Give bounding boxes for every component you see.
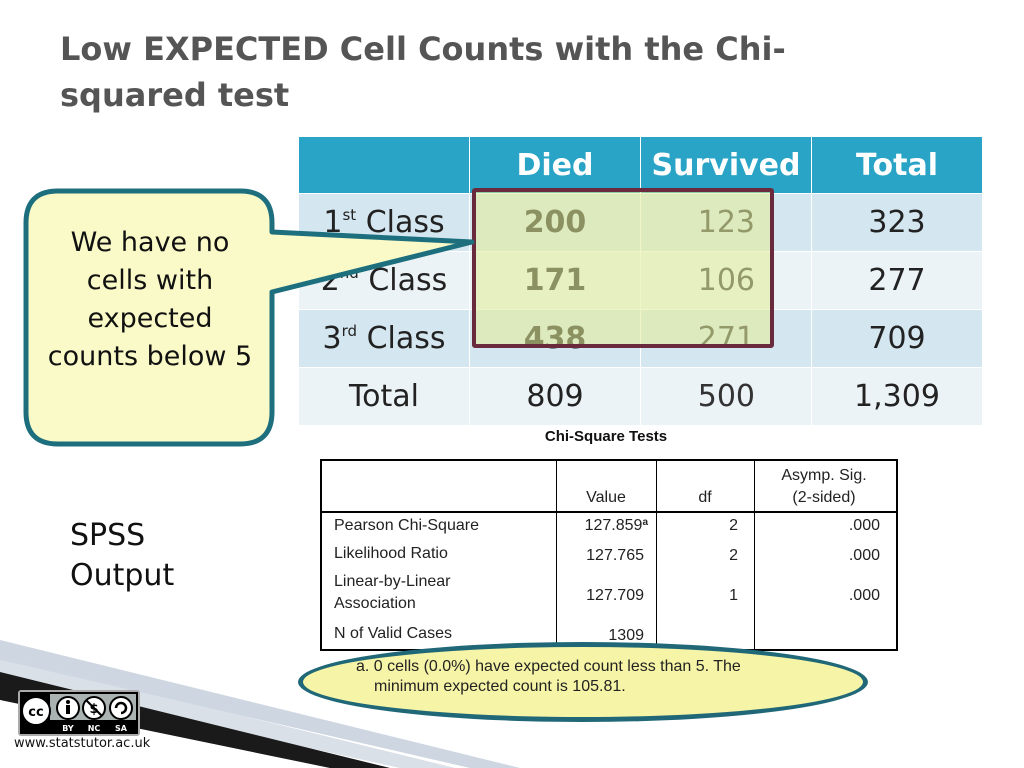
footnote-line: minimum expected count is 105.81.	[374, 678, 626, 695]
creative-commons-badge: cc $ BY NC SA	[18, 690, 140, 736]
footnote-text: a. 0 cells (0.0%) have expected count le…	[356, 657, 826, 697]
column-divider	[556, 461, 557, 649]
column-divider	[754, 461, 755, 649]
test-df: 1	[729, 587, 738, 604]
chi-square-title: Chi-Square Tests	[544, 428, 668, 445]
test-value: 127.709	[586, 587, 644, 604]
test-sig: .000	[848, 547, 880, 564]
footnote-line: a. 0 cells (0.0%) have expected count le…	[356, 658, 741, 675]
df-header: df	[698, 489, 712, 506]
test-value: 127.859a	[584, 517, 648, 534]
total-cell: 709	[811, 309, 983, 368]
chi-square-table: Value df Asymp. Sig. (2-sided) Pearson C…	[320, 459, 898, 651]
footnote-highlight-ellipse	[298, 642, 868, 722]
header-cell: Total	[811, 136, 983, 194]
test-sig: .000	[848, 587, 880, 604]
footer-url[interactable]: www.statstutor.ac.uk	[14, 736, 151, 751]
slide-title: Low EXPECTED Cell Counts with the Chi-sq…	[60, 30, 786, 114]
header-divider	[322, 511, 896, 513]
total-row: Total 809 500 1,309	[298, 367, 983, 426]
died-cell: 809	[469, 367, 641, 426]
header-cell: Survived	[640, 136, 812, 194]
callout-text: We have no cells with expected counts be…	[47, 227, 253, 372]
test-value: 127.765	[586, 547, 644, 564]
test-sig: .000	[848, 517, 880, 534]
test-df: 2	[729, 517, 738, 534]
license-label: BY	[62, 724, 74, 733]
row-label: Total	[298, 367, 470, 426]
test-name: Likelihood Ratio	[334, 545, 448, 562]
expected-cells-highlight	[472, 188, 774, 348]
license-icons: cc $ BY NC SA	[20, 692, 138, 734]
sig-header-line2: (2-sided)	[792, 489, 856, 506]
share-alike-icon	[109, 696, 133, 720]
total-cell: 323	[811, 193, 983, 252]
test-name: N of Valid Cases	[334, 625, 452, 642]
license-label: NC	[88, 724, 101, 733]
spss-output-label: SPSS Output	[70, 518, 175, 593]
test-name: Pearson Chi-Square	[334, 517, 479, 534]
test-name-line2: Association	[334, 595, 416, 612]
attribution-icon	[56, 696, 80, 720]
survived-cell: 500	[640, 367, 812, 426]
value-header: Value	[586, 489, 626, 506]
test-df: 2	[729, 547, 738, 564]
svg-text:$: $	[89, 702, 98, 717]
table-header-row: Died Survived Total	[298, 136, 983, 194]
column-divider	[656, 461, 657, 649]
license-label: SA	[115, 724, 128, 733]
header-cell: Died	[469, 136, 641, 194]
svg-text:cc: cc	[28, 705, 43, 720]
non-commercial-icon: $	[82, 696, 106, 720]
test-value: 1309	[608, 627, 644, 644]
row-label: 3rd Class	[298, 309, 470, 368]
sig-header-line1: Asymp. Sig.	[781, 467, 867, 484]
test-name-line1: Linear-by-Linear	[334, 573, 451, 590]
cc-icon: cc	[21, 696, 51, 726]
total-cell: 1,309	[811, 367, 983, 426]
